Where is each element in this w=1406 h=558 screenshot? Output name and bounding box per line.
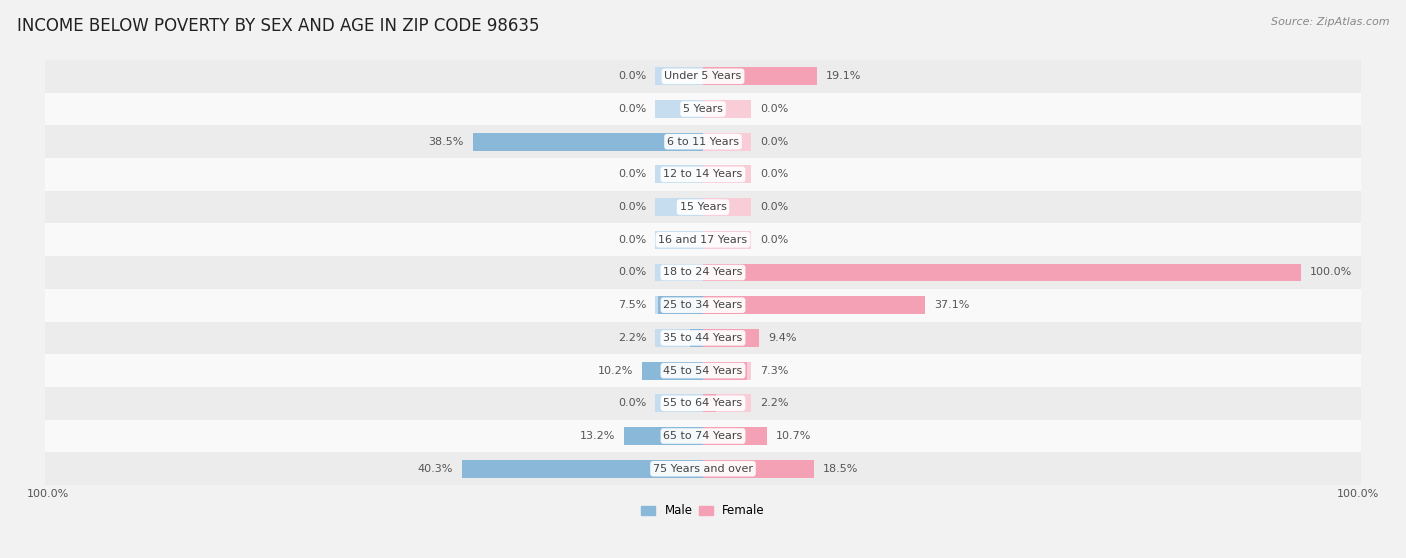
Bar: [703, 395, 751, 412]
Text: 25 to 34 Years: 25 to 34 Years: [664, 300, 742, 310]
Bar: [703, 133, 751, 151]
Text: 0.0%: 0.0%: [617, 170, 647, 179]
Bar: [703, 231, 751, 249]
Bar: [45, 289, 1361, 321]
Text: 19.1%: 19.1%: [827, 71, 862, 81]
Bar: [703, 68, 817, 85]
Text: 0.0%: 0.0%: [617, 104, 647, 114]
Text: 40.3%: 40.3%: [418, 464, 453, 474]
Text: 16 and 17 Years: 16 and 17 Years: [658, 235, 748, 245]
Text: 0.0%: 0.0%: [617, 235, 647, 245]
Bar: [45, 453, 1361, 485]
Bar: [703, 296, 925, 314]
Text: 9.4%: 9.4%: [768, 333, 797, 343]
Text: 0.0%: 0.0%: [759, 137, 789, 147]
Bar: [624, 427, 703, 445]
Bar: [655, 165, 703, 184]
Bar: [703, 427, 768, 445]
Text: 37.1%: 37.1%: [934, 300, 969, 310]
Bar: [655, 198, 703, 216]
Text: 7.3%: 7.3%: [759, 365, 789, 376]
Text: 6 to 11 Years: 6 to 11 Years: [666, 137, 740, 147]
Bar: [655, 395, 703, 412]
Bar: [463, 460, 703, 478]
Bar: [703, 100, 751, 118]
Text: 18.5%: 18.5%: [823, 464, 858, 474]
Bar: [45, 387, 1361, 420]
Bar: [703, 165, 751, 184]
Text: 5 Years: 5 Years: [683, 104, 723, 114]
Text: 0.0%: 0.0%: [759, 202, 789, 212]
Text: 100.0%: 100.0%: [1337, 489, 1379, 499]
Bar: [45, 191, 1361, 223]
Text: 10.7%: 10.7%: [776, 431, 811, 441]
Bar: [690, 329, 703, 347]
Text: 2.2%: 2.2%: [759, 398, 789, 408]
Bar: [655, 263, 703, 281]
Text: 13.2%: 13.2%: [579, 431, 614, 441]
Text: 0.0%: 0.0%: [617, 398, 647, 408]
Bar: [655, 68, 703, 85]
Bar: [703, 362, 751, 379]
Text: 75 Years and over: 75 Years and over: [652, 464, 754, 474]
Text: 35 to 44 Years: 35 to 44 Years: [664, 333, 742, 343]
Text: 18 to 24 Years: 18 to 24 Years: [664, 267, 742, 277]
Text: Source: ZipAtlas.com: Source: ZipAtlas.com: [1271, 17, 1389, 27]
Bar: [45, 321, 1361, 354]
Bar: [45, 126, 1361, 158]
Bar: [45, 158, 1361, 191]
Text: Under 5 Years: Under 5 Years: [665, 71, 741, 81]
Text: 12 to 14 Years: 12 to 14 Years: [664, 170, 742, 179]
Text: 10.2%: 10.2%: [598, 365, 633, 376]
Bar: [703, 362, 747, 379]
Text: INCOME BELOW POVERTY BY SEX AND AGE IN ZIP CODE 98635: INCOME BELOW POVERTY BY SEX AND AGE IN Z…: [17, 17, 540, 35]
Text: 100.0%: 100.0%: [1310, 267, 1353, 277]
Bar: [703, 395, 716, 412]
Text: 0.0%: 0.0%: [759, 235, 789, 245]
Bar: [643, 362, 703, 379]
Bar: [45, 256, 1361, 289]
Text: 15 Years: 15 Years: [679, 202, 727, 212]
Bar: [658, 296, 703, 314]
Bar: [45, 354, 1361, 387]
Bar: [703, 460, 814, 478]
Bar: [655, 100, 703, 118]
Text: 65 to 74 Years: 65 to 74 Years: [664, 431, 742, 441]
Bar: [655, 231, 703, 249]
Bar: [703, 263, 1302, 281]
Text: 0.0%: 0.0%: [759, 170, 789, 179]
Bar: [45, 223, 1361, 256]
Text: 100.0%: 100.0%: [27, 489, 69, 499]
Text: 7.5%: 7.5%: [617, 300, 647, 310]
Legend: Male, Female: Male, Female: [637, 499, 769, 522]
Bar: [45, 93, 1361, 126]
Text: 0.0%: 0.0%: [617, 71, 647, 81]
Bar: [655, 296, 703, 314]
Bar: [703, 329, 759, 347]
Text: 0.0%: 0.0%: [617, 267, 647, 277]
Bar: [45, 60, 1361, 93]
Bar: [45, 420, 1361, 453]
Bar: [655, 329, 703, 347]
Text: 55 to 64 Years: 55 to 64 Years: [664, 398, 742, 408]
Bar: [472, 133, 703, 151]
Text: 0.0%: 0.0%: [617, 202, 647, 212]
Bar: [703, 198, 751, 216]
Text: 0.0%: 0.0%: [759, 104, 789, 114]
Text: 2.2%: 2.2%: [617, 333, 647, 343]
Text: 45 to 54 Years: 45 to 54 Years: [664, 365, 742, 376]
Text: 38.5%: 38.5%: [429, 137, 464, 147]
